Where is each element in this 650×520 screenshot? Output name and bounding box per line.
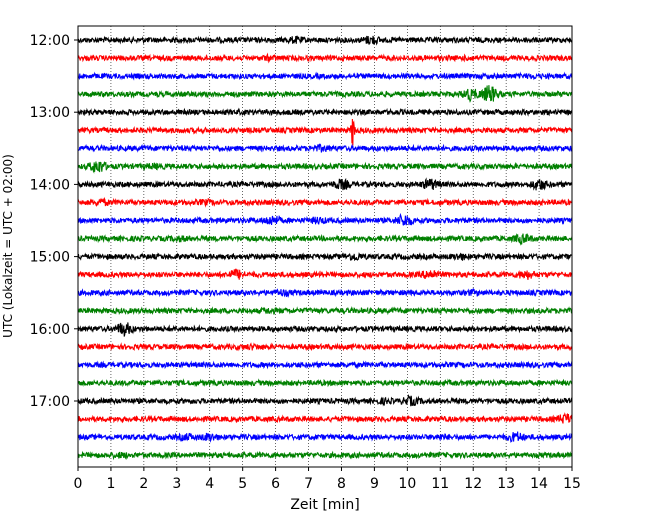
seismic-trace (77, 287, 573, 298)
x-tick-label: 15 (563, 476, 581, 492)
seismic-trace (77, 143, 573, 153)
seismic-trace (77, 360, 573, 370)
seismic-trace (77, 233, 573, 246)
seismic-trace (77, 212, 573, 226)
x-axis: 0 1 2 3 4 5 6 7 8 9 10 11 12 13 14 15 (74, 467, 581, 492)
y-axis: 12:00 13:00 14:00 15:00 16:00 17:00 (30, 33, 78, 410)
y-tick-label: 17:00 (30, 394, 70, 410)
seismic-trace (77, 393, 573, 407)
x-tick-label: 6 (271, 476, 280, 492)
trace-group (77, 35, 573, 461)
x-tick-label: 12 (464, 476, 482, 492)
x-tick-label: 8 (337, 476, 346, 492)
seismic-trace (77, 107, 573, 117)
seismic-trace (77, 450, 573, 461)
seismic-trace (77, 35, 573, 46)
x-tick-label: 1 (106, 476, 115, 492)
seismic-trace (77, 322, 573, 337)
x-tick-label: 5 (238, 476, 247, 492)
x-tick-label: 0 (74, 476, 83, 492)
seismic-trace (77, 161, 573, 174)
y-tick-label: 12:00 (30, 33, 70, 49)
y-tick-label: 16:00 (30, 322, 70, 338)
seismic-trace (77, 251, 573, 262)
seismic-trace (77, 118, 573, 146)
seismic-trace (77, 268, 573, 280)
seismic-trace (77, 378, 573, 388)
y-tick-label: 15:00 (30, 250, 70, 266)
plot-frame (77, 25, 573, 468)
x-axis-label: Zeit [min] (290, 497, 359, 513)
seismic-trace (77, 71, 573, 81)
x-tick-label: 4 (205, 476, 214, 492)
x-tick-label: 11 (431, 476, 449, 492)
seismic-trace (77, 196, 573, 208)
plot-background (78, 26, 572, 467)
seismic-trace (77, 412, 573, 424)
seismic-trace (77, 52, 573, 64)
x-tick-label: 14 (530, 476, 548, 492)
x-tick-label: 9 (370, 476, 379, 492)
x-tick-label: 3 (172, 476, 181, 492)
y-tick-label: 13:00 (30, 105, 70, 121)
seismic-trace (77, 85, 573, 103)
x-tick-label: 13 (497, 476, 515, 492)
seismic-trace (77, 342, 573, 352)
x-tick-label: 7 (304, 476, 313, 492)
seismic-trace (77, 306, 573, 316)
seismic-trace (77, 177, 573, 191)
seismic-trace (77, 431, 573, 443)
y-axis-label: UTC (Lokalzeit = UTC + 02:00) (1, 154, 15, 338)
y-tick-label: 14:00 (30, 177, 70, 193)
x-tick-label: 10 (398, 476, 416, 492)
x-tick-label: 2 (139, 476, 148, 492)
